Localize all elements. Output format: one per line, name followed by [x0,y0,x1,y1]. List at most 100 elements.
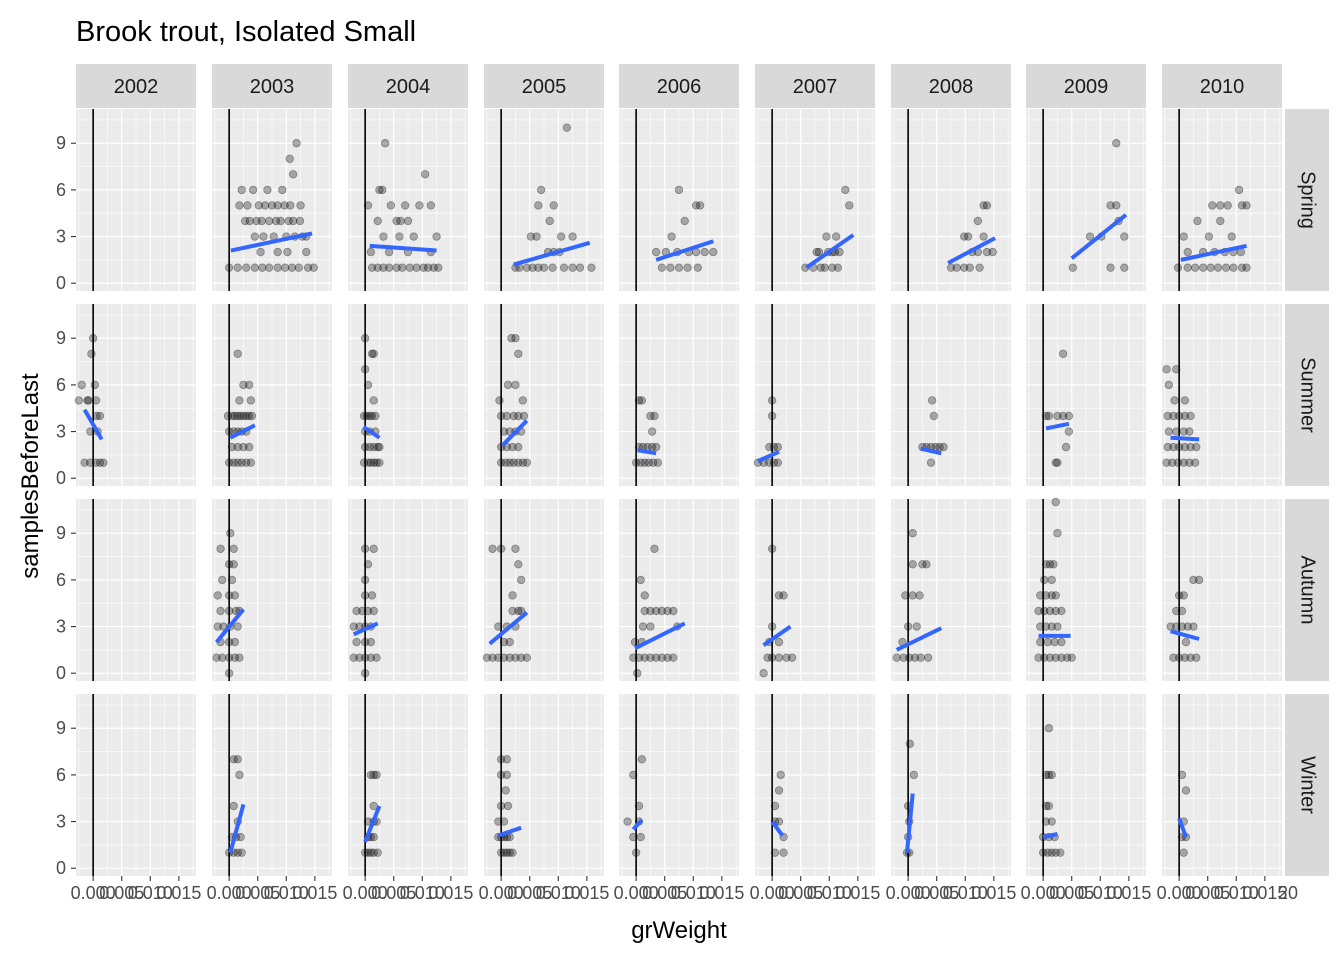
data-point [1041,801,1051,811]
strip-label-2003: 2003 [250,76,295,98]
data-point [988,247,997,257]
x-tick-label-2008-1: 0.005 [914,883,959,903]
data-point [1189,575,1198,585]
panel-2009-summer [1026,304,1146,486]
data-point [236,411,245,421]
data-point [237,458,246,467]
data-point [496,544,506,553]
panel-2009-winter [1026,694,1146,876]
data-point [496,458,506,467]
data-point [1051,591,1060,600]
data-point [224,637,234,647]
x-tick-label-2005-3: 0.015 [564,883,609,903]
data-point [224,263,234,272]
data-point [1185,458,1194,467]
data-point [923,653,933,662]
fit-line [1170,629,1200,641]
data-point [426,201,436,210]
data-point [1177,622,1187,631]
data-point [1234,185,1244,195]
data-point [1047,817,1056,826]
data-point [644,458,653,467]
data-point [359,458,369,467]
data-point [1204,232,1214,241]
data-point [367,591,377,600]
data-point [916,653,925,662]
data-point [1179,848,1188,857]
data-point [233,442,242,452]
data-point [959,263,969,272]
data-point [1166,622,1175,631]
data-point [1163,411,1172,421]
strip-label-2010: 2010 [1200,76,1245,98]
data-point [640,606,649,616]
data-point [99,458,108,467]
fit-line [82,408,104,441]
x-tick-label-2010-0: 0.000 [1157,883,1202,903]
data-point [400,201,410,210]
data-point [1173,263,1183,272]
panel-2008-autumn [891,499,1011,681]
data-point [1216,216,1225,226]
series-2006-summer [631,396,663,467]
strip-2003 [212,64,332,108]
data-point [1045,560,1055,569]
data-point [415,201,424,210]
data-point [501,786,510,795]
x-tick-label-2005-2: 0.010 [536,883,581,903]
data-point [1174,442,1184,452]
fit-line [631,818,644,831]
data-point [367,349,377,358]
data-point [1044,801,1054,811]
data-point [229,544,238,553]
data-point [243,201,252,210]
data-point [1179,458,1188,467]
data-point [767,653,777,662]
data-point [229,801,238,811]
data-point [496,770,506,780]
fit-line [1180,243,1247,262]
data-point [1051,848,1060,857]
data-point [90,380,100,390]
data-point [1206,263,1215,272]
x-tick-label-2008-2: 0.010 [943,883,988,903]
data-point [1045,653,1055,662]
data-point [509,411,518,421]
data-point [375,185,384,195]
data-point [845,201,854,210]
data-point [230,653,240,662]
chart-title: Brook trout, Isolated Small [76,16,416,48]
fit-line [947,236,996,265]
data-point [1053,622,1062,631]
data-point [288,216,298,226]
data-point [499,427,509,436]
y-tick-label-autumn-0: 0 [56,663,66,683]
series-2010-autumn [1166,575,1204,662]
data-point [250,232,260,241]
data-point [1051,497,1060,507]
data-point [1237,201,1247,210]
panel-2008-summer [891,304,1011,486]
data-point [774,637,784,647]
data-point [650,411,659,421]
data-point [224,669,234,678]
data-point [233,411,242,421]
data-point [518,458,528,467]
fit-line [497,825,522,838]
data-point [922,560,931,569]
panel-2004-winter [348,694,468,876]
data-point [363,606,373,616]
fit-line [352,621,379,637]
data-point [284,216,293,226]
data-point [267,201,277,210]
data-point [568,232,577,241]
data-point [1193,216,1202,226]
x-tick-label-2004-3: 0.015 [428,883,473,903]
panel-2005-autumn [484,499,604,681]
data-point [1186,442,1195,452]
data-point [360,637,370,647]
data-point [1221,263,1231,272]
data-point [409,232,418,241]
series-2010-winter [1177,770,1191,857]
data-point [233,349,242,358]
